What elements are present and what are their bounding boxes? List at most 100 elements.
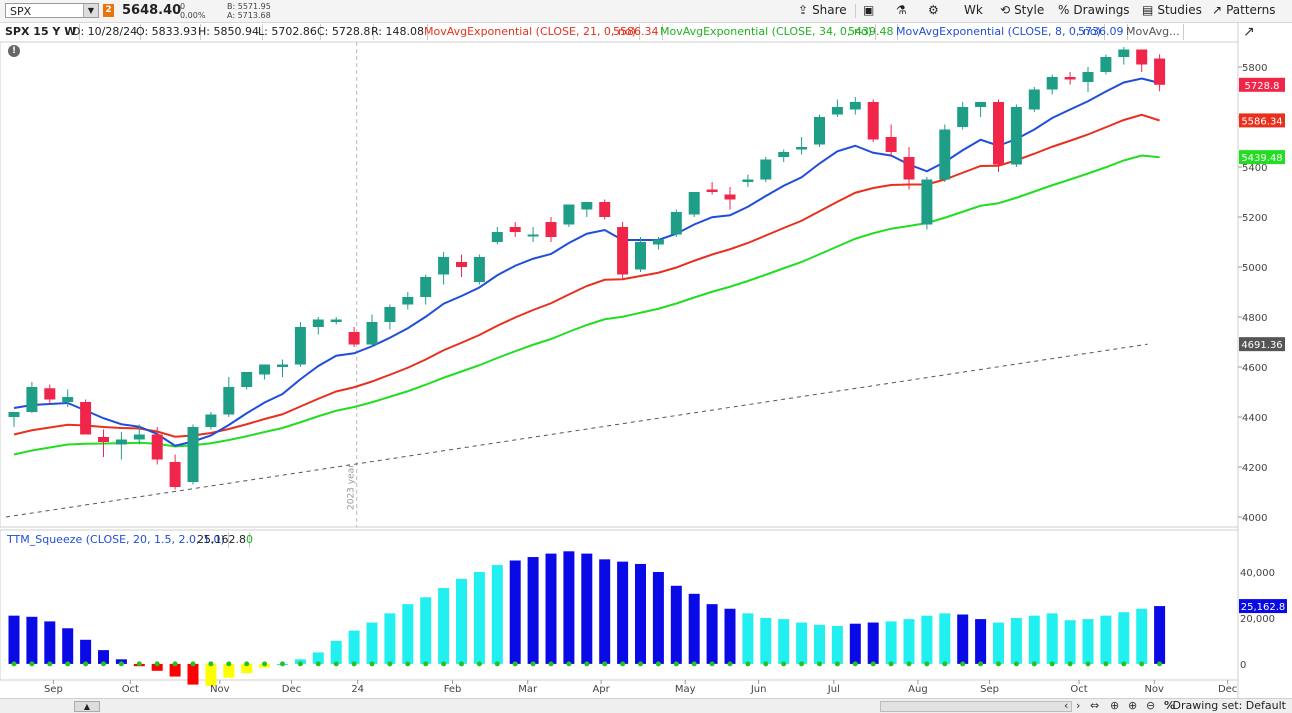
- time-tick-label: Nov: [1144, 684, 1164, 695]
- toolbar-divider: [855, 4, 856, 18]
- squeeze-dot: [297, 661, 303, 667]
- gear-icon: ⚙: [928, 3, 939, 17]
- candle-body: [133, 434, 145, 440]
- squeeze-dot: [280, 661, 285, 667]
- style-button[interactable]: ⟲ Style: [1000, 2, 1044, 19]
- candle-body: [312, 319, 324, 327]
- squeeze-bar: [1100, 615, 1112, 664]
- candle-body: [670, 212, 682, 235]
- ema34-legend-label[interactable]: MovAvgExponential (CLOSE, 34, 0, no): [657, 24, 876, 40]
- share-button[interactable]: ⇪ Share: [798, 2, 847, 19]
- candle-body: [706, 189, 718, 192]
- horizontal-scrollbar[interactable]: [880, 701, 1072, 712]
- link-badge[interactable]: 2: [103, 4, 114, 17]
- candle-body: [151, 434, 163, 460]
- squeeze-dot: [602, 661, 608, 667]
- squeeze-bar: [545, 553, 557, 664]
- snapshot-button[interactable]: ▣: [863, 2, 878, 19]
- studies-button[interactable]: ▤ Studies: [1142, 2, 1202, 19]
- style-icon: ⟲: [1000, 3, 1011, 17]
- price-axis-badge: [1239, 113, 1285, 128]
- chart-title[interactable]: SPX 15 Y W: [2, 24, 81, 40]
- squeeze-bar: [814, 624, 825, 664]
- squeeze-dot: [333, 661, 339, 667]
- chart-mode-icon[interactable]: ↗: [1243, 24, 1255, 40]
- squeeze-axis-badge-text: 25,162.8: [1241, 602, 1286, 613]
- squeeze-dot: [1049, 661, 1055, 667]
- time-tick-label: Jul: [827, 684, 840, 695]
- drawings-icon: %: [1058, 3, 1070, 17]
- time-tick-label: Jun: [750, 684, 767, 695]
- candle-body: [348, 332, 360, 345]
- zoom-in-icon[interactable]: ⊕: [1128, 699, 1138, 712]
- squeeze-dot: [118, 661, 124, 667]
- squeeze-bar: [187, 663, 199, 685]
- symbol-dropdown-icon[interactable]: ▼: [83, 4, 98, 17]
- candle-body: [62, 397, 74, 402]
- squeeze-bar: [348, 630, 360, 664]
- squeeze-bar: [80, 639, 92, 664]
- squeeze-bar: [760, 617, 772, 664]
- scroll-right-icon[interactable]: ›: [1076, 699, 1081, 712]
- squeeze-dot: [423, 661, 429, 667]
- legend-range: R: 148.08: [368, 24, 428, 40]
- squeeze-bar: [581, 553, 593, 664]
- squeeze-dot: [870, 661, 876, 667]
- bid-ask-box: B: 5571.95 A: 5713.68: [227, 2, 271, 20]
- candle-body: [903, 157, 915, 180]
- squeeze-bar: [527, 557, 539, 664]
- candle-body: [1100, 57, 1112, 72]
- drawings-button[interactable]: % Drawings: [1058, 2, 1130, 19]
- candle-body: [993, 102, 1004, 165]
- candle-body: [1154, 58, 1166, 85]
- candle-body: [169, 462, 181, 487]
- squeeze-dot: [208, 661, 214, 667]
- percent-icon[interactable]: %: [1164, 699, 1176, 712]
- squeeze-bar: [384, 613, 396, 664]
- squeeze-legend-label[interactable]: TTM_Squeeze (CLOSE, 20, 1.5, 2.0, 1.0): [4, 532, 229, 548]
- candle-body: [563, 204, 575, 225]
- candle-body: [491, 232, 503, 242]
- ema21-legend-label[interactable]: MovAvgExponential (CLOSE, 21, 0, no): [421, 24, 640, 40]
- squeeze-bar: [402, 604, 414, 664]
- info-icon[interactable]: !: [8, 45, 20, 57]
- squeeze-bar: [778, 619, 790, 664]
- drawing-set-label[interactable]: Drawing set: Default: [1172, 699, 1286, 712]
- timeframe-button[interactable]: Wk: [964, 2, 983, 19]
- crosshair-icon[interactable]: ⊕: [1110, 699, 1120, 712]
- squeeze-bar: [796, 622, 808, 664]
- candle-body: [724, 194, 736, 200]
- legend-low: L: 5702.86: [255, 24, 321, 40]
- candle-body: [456, 262, 467, 267]
- time-tick-label: Oct: [122, 684, 139, 695]
- scroll-left-icon[interactable]: ‹: [1064, 699, 1069, 712]
- squeeze-bar: [1118, 612, 1130, 664]
- candle-body: [384, 307, 396, 322]
- squeeze-bar: [599, 559, 611, 664]
- settings-button[interactable]: ⚙: [928, 2, 943, 19]
- squeeze-bar: [635, 563, 646, 664]
- ema8-legend-label[interactable]: MovAvgExponential (CLOSE, 8, 0, no): [893, 24, 1105, 40]
- squeeze-dot: [1121, 661, 1127, 667]
- candle-body: [742, 179, 754, 182]
- candle-body: [294, 327, 306, 365]
- squeeze-dot: [83, 661, 89, 667]
- scroll-left-thumb[interactable]: ▲: [74, 701, 100, 712]
- squeeze-bar: [205, 663, 217, 686]
- squeeze-dot: [1013, 661, 1019, 667]
- ema34-legend-value: 5439.48: [845, 24, 898, 40]
- candle-body: [8, 412, 20, 417]
- more-studies-legend[interactable]: MovAvg...: [1123, 24, 1184, 40]
- symbol-input[interactable]: SPX ▼: [5, 3, 99, 18]
- patterns-button[interactable]: ↗ Patterns: [1212, 2, 1276, 19]
- zoom-out-icon[interactable]: ⊖: [1146, 699, 1156, 712]
- flask-button[interactable]: ⚗: [896, 2, 911, 19]
- expand-icon[interactable]: ⇔: [1090, 699, 1100, 712]
- candle-body: [115, 439, 127, 445]
- squeeze-dot: [315, 661, 321, 667]
- price-tick-label: 4600: [1242, 363, 1267, 374]
- snapshot-icon: ▣: [863, 3, 875, 17]
- squeeze-bar: [438, 588, 450, 664]
- candle-body: [259, 364, 271, 375]
